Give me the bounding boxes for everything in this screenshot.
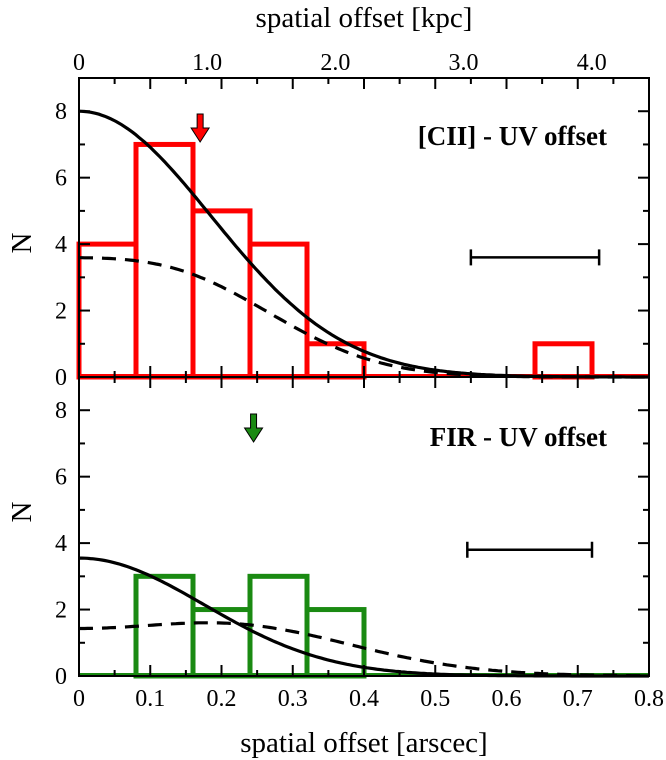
- x-tick-label: 0: [73, 686, 85, 712]
- histogram-bar: [133, 573, 196, 679]
- y-tick-label: 6: [55, 465, 67, 491]
- cii-annotation: [CII] - UV offset: [418, 121, 607, 151]
- x-tick-label: 0.4: [349, 686, 379, 712]
- fir-annotation: FIR - UV offset: [430, 422, 607, 452]
- y-tick-label: 2: [55, 299, 67, 325]
- fir-uv-offset-panel: N FIR - UV offset spatial offset [arscec…: [6, 376, 664, 759]
- y-axis-label-top: N: [6, 232, 38, 253]
- x-tick-label: 0.6: [492, 686, 522, 712]
- arrow-marker: [190, 113, 211, 143]
- x-tick-label: 0.2: [207, 686, 237, 712]
- y-tick-label: 4: [55, 232, 67, 258]
- top-tick-label: 4.0: [577, 50, 607, 76]
- top-tick-label: 2.0: [320, 50, 350, 76]
- top-tick-label: 3.0: [449, 50, 479, 76]
- y-tick-label: 0: [55, 664, 67, 690]
- x-tick-label: 0.3: [278, 686, 308, 712]
- dashed-model-curve: [79, 621, 649, 678]
- y-tick-label: 6: [55, 166, 67, 192]
- y-tick-label: 2: [55, 598, 67, 624]
- top-kpc-axis: spatial offset [kpc] 0 1.0 2.0 3.0 4.0: [73, 2, 607, 76]
- y-tick-label: 0: [55, 365, 67, 391]
- y-tick-label: 8: [55, 398, 67, 424]
- x-tick-label: 0.1: [135, 686, 165, 712]
- cii-uv-offset-panel: N [CII] - UV offset 0 2 4 6 8: [6, 77, 650, 391]
- x-tick-label: 0.5: [420, 686, 450, 712]
- histogram-bar: [190, 208, 253, 380]
- histogram-bar: [133, 141, 196, 380]
- y-tick-label: 8: [55, 99, 67, 125]
- x-tick-label: 0.8: [634, 686, 664, 712]
- top-axis-label: spatial offset [kpc]: [256, 2, 473, 34]
- x-axis-label: spatial offset [arscec]: [240, 727, 487, 759]
- solid-model-curve: [78, 109, 649, 379]
- arrow-marker: [243, 413, 264, 443]
- y-tick-label: 4: [55, 531, 67, 557]
- top-tick-label: 1.0: [192, 50, 222, 76]
- dashed-model-curve: [79, 256, 649, 379]
- x-tick-label: 0.7: [563, 686, 593, 712]
- y-axis-label-bottom: N: [6, 501, 38, 522]
- histogram-bar: [532, 341, 595, 380]
- histogram-bar: [247, 573, 310, 679]
- top-tick-label: 0: [73, 50, 85, 76]
